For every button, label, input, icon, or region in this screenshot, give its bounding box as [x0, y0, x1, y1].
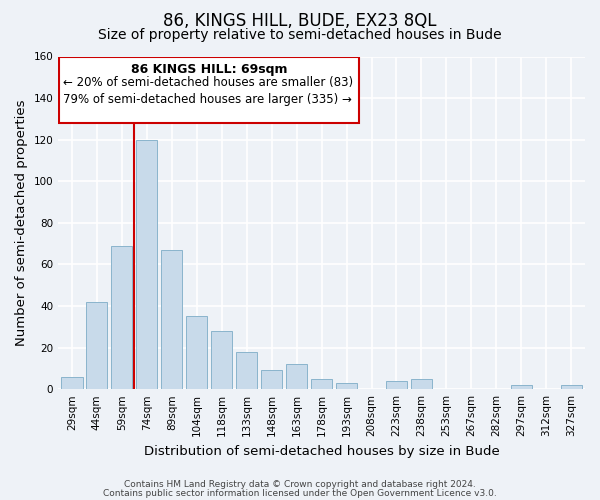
Bar	[411, 379, 432, 389]
Bar	[261, 370, 282, 389]
Bar	[386, 381, 407, 389]
Bar	[560, 385, 582, 389]
X-axis label: Distribution of semi-detached houses by size in Bude: Distribution of semi-detached houses by …	[144, 444, 499, 458]
Bar	[511, 385, 532, 389]
Bar	[186, 316, 208, 389]
Bar	[336, 383, 357, 389]
Text: Contains HM Land Registry data © Crown copyright and database right 2024.: Contains HM Land Registry data © Crown c…	[124, 480, 476, 489]
Bar	[311, 379, 332, 389]
Text: Size of property relative to semi-detached houses in Bude: Size of property relative to semi-detach…	[98, 28, 502, 42]
Text: Contains public sector information licensed under the Open Government Licence v3: Contains public sector information licen…	[103, 488, 497, 498]
Bar	[61, 376, 83, 389]
Y-axis label: Number of semi-detached properties: Number of semi-detached properties	[15, 100, 28, 346]
Bar	[111, 246, 133, 389]
Text: 86 KINGS HILL: 69sqm: 86 KINGS HILL: 69sqm	[131, 62, 287, 76]
Bar	[86, 302, 107, 389]
Bar	[161, 250, 182, 389]
Bar	[211, 331, 232, 389]
Text: 86, KINGS HILL, BUDE, EX23 8QL: 86, KINGS HILL, BUDE, EX23 8QL	[163, 12, 437, 30]
Bar	[236, 352, 257, 389]
FancyBboxPatch shape	[59, 56, 359, 123]
Bar	[286, 364, 307, 389]
Text: 79% of semi-detached houses are larger (335) →: 79% of semi-detached houses are larger (…	[63, 93, 352, 106]
Text: ← 20% of semi-detached houses are smaller (83): ← 20% of semi-detached houses are smalle…	[63, 76, 353, 90]
Bar	[136, 140, 157, 389]
